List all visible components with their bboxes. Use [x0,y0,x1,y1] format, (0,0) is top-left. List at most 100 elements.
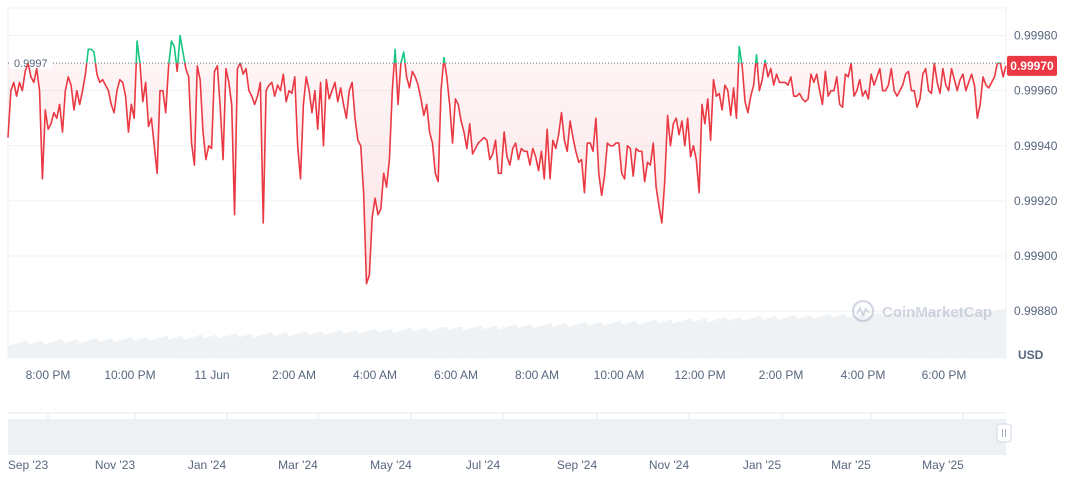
volume-bar [292,334,298,358]
volume-bar [22,340,29,358]
volume-bar [62,342,69,358]
price-area-fill [8,63,1006,284]
volume-bar [611,322,618,358]
volume-bar [526,324,533,358]
x-tick-label: 12:00 PM [674,368,725,382]
volume-bar [1001,308,1007,358]
volume-bar [901,314,907,358]
volume-bar [472,327,478,358]
volume-bar [906,313,912,358]
volume-bar [477,325,483,358]
volume-bar [771,316,777,358]
volume-bar [751,317,757,358]
volume-bar [492,325,498,358]
volume-bar [422,328,428,358]
volume-bar [861,313,867,358]
volume-bar [811,318,817,358]
volume-bar [541,324,548,358]
volume-bar [8,345,14,358]
volume-bar [387,329,393,358]
volume-bar [831,317,837,358]
plot-frame [7,7,1007,359]
current-price-value: 0.99970 [1010,59,1054,73]
volume-bar [182,339,188,358]
volume-bar [791,315,797,358]
volume-bar [107,338,114,358]
volume-bar [397,330,403,358]
volume-bar [382,330,388,358]
volume-bar [586,325,593,358]
volume-bar [941,312,947,358]
volume-bar [566,326,573,358]
volume-bar [711,320,717,358]
volume-bar [916,314,922,358]
price-line-above [27,34,1002,64]
navigator-handle[interactable] [996,423,1012,443]
volume-bar [716,319,722,358]
volume-bar [277,334,283,358]
volume-bar [691,321,697,358]
volume-bar [531,327,538,358]
volume-bar [27,343,34,358]
y-axis: 0.99980 0.99960 0.99940 0.99920 0.99900 0.998… [1014,29,1058,319]
volume-bar [372,329,378,358]
volume-bar [621,324,628,358]
volume-bar [497,328,503,358]
volume-bar [956,312,962,358]
volume-bar [357,333,363,358]
volume-bar [237,336,243,358]
y-tick-label: 0.99920 [1014,194,1058,208]
volume-bar [511,324,518,358]
volume-bar [781,318,787,358]
volume-bar [966,309,972,358]
volume-bar [157,337,163,358]
volume-bar [836,315,842,358]
volume-bar [77,342,84,358]
reference-label-bg [10,56,52,70]
volume-bar [666,320,672,358]
volume-bar [596,322,603,358]
watermark-text: CoinMarketCap [882,304,992,321]
volume-bar [866,315,872,358]
volume-bar [407,328,413,358]
x-tick-label: 8:00 PM [26,368,71,382]
volume-bar [896,311,902,358]
volume-bar [67,341,74,358]
navigator-label: Nov '23 [95,458,136,472]
x-tick-label: 2:00 PM [759,368,804,382]
volume-bar [137,338,144,358]
volume-bar [561,323,568,358]
volume-bar [322,334,328,358]
volume-bar [696,320,702,358]
volume-bar [681,320,687,358]
volume-bar [971,312,977,358]
volume-bar [437,328,443,358]
volume-bar [761,319,767,358]
navigator-selected-range[interactable] [8,419,1006,455]
volume-bar [946,310,952,358]
volume-bar [976,311,982,358]
volume-bar [452,328,458,358]
volume-bar [402,329,408,358]
volume-bar [881,315,887,358]
volume-bar [202,337,208,358]
volume-bar [851,315,857,358]
navigator-label: Jul '24 [466,458,501,472]
volume-bar [516,327,523,358]
volume-bar [302,331,308,358]
y-tick-label: 0.99980 [1014,29,1058,43]
volume-bar [921,313,927,358]
navigator-label: Mar '24 [278,458,318,472]
volume-bar [87,339,94,358]
volume-bar [911,311,917,358]
volume-bar [741,320,747,358]
volume-bar [177,336,183,358]
volume-bar [122,338,129,358]
volume-bar [222,336,228,358]
volume-bar [152,338,158,358]
volume-bars [8,308,1007,358]
range-navigator[interactable]: Sep '23 Nov '23 Jan '24 Mar '24 May '24 Jul '… [8,412,1012,472]
volume-bar [347,331,353,358]
volume-bar [352,330,358,358]
